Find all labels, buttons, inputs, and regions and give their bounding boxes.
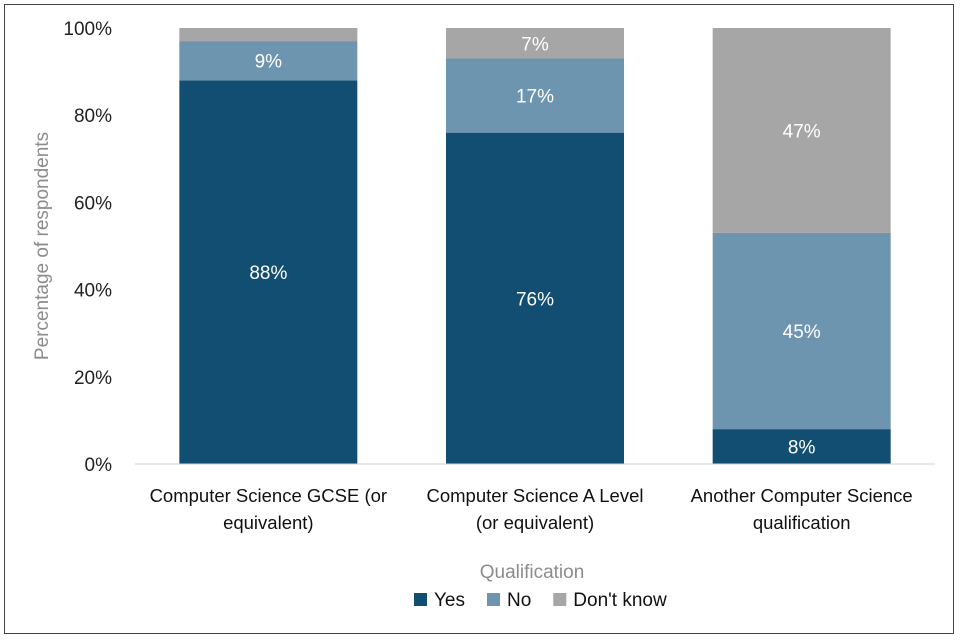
category-label: Computer Science A Level	[427, 485, 644, 506]
data-label: 76%	[516, 289, 554, 310]
data-label: 17%	[516, 87, 554, 108]
category-label: Computer Science GCSE (or	[150, 485, 388, 506]
legend-swatch	[553, 593, 567, 606]
legend-swatch	[414, 593, 427, 606]
legend-label: Yes	[434, 590, 465, 611]
category-labels: Computer Science GCSE (or equivalent) Comp…	[150, 485, 913, 533]
y-tick-labels: 0% 20% 40% 60% 80% 100%	[63, 19, 112, 476]
bar-segment-no	[446, 58, 624, 133]
legend: Yes No Don't know	[414, 590, 667, 611]
y-tick-label: 20%	[74, 368, 112, 389]
legend-label: Don't know	[573, 590, 667, 611]
bar-segment-yes	[179, 80, 358, 464]
bar-segment-don-t-know	[179, 28, 358, 42]
data-label: 9%	[255, 52, 283, 73]
data-label: 88%	[249, 263, 287, 284]
y-tick-label: 0%	[85, 455, 113, 476]
category-label: qualification	[753, 512, 851, 533]
data-label: 7%	[521, 34, 549, 55]
data-label: 45%	[783, 322, 821, 343]
bar-segment-yes	[712, 429, 891, 464]
bar-segment-no	[712, 232, 891, 430]
category-label: (or equivalent)	[476, 512, 594, 533]
legend-swatch	[487, 593, 500, 606]
category-label: equivalent)	[223, 512, 314, 533]
x-axis-title: Qualification	[480, 562, 585, 583]
y-tick-label: 40%	[74, 281, 112, 302]
category-label: Another Computer Science	[691, 485, 913, 506]
y-tick-label: 80%	[74, 106, 112, 127]
bar-segment-yes	[446, 132, 624, 464]
data-label: 47%	[783, 121, 821, 142]
bar-segment-don-t-know	[446, 28, 624, 59]
bars-group: 88% 9% 76% 17% 7% 8% 45% 47%	[179, 28, 891, 464]
y-tick-label: 100%	[63, 19, 112, 40]
bar-segment-don-t-know	[712, 28, 891, 233]
data-label: 8%	[788, 438, 816, 459]
y-axis-title: Percentage of respondents	[32, 132, 53, 360]
legend-label: No	[507, 590, 531, 611]
y-tick-label: 60%	[74, 193, 112, 214]
bar-segment-no	[179, 41, 358, 81]
